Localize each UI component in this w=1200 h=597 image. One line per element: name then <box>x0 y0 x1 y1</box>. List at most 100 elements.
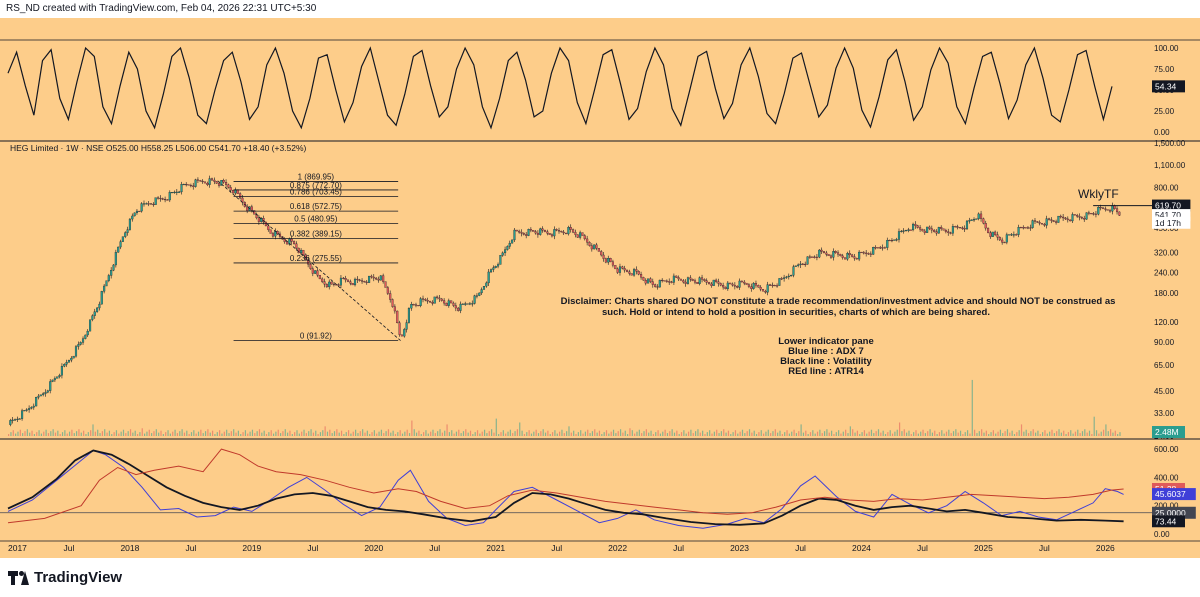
candle-body <box>60 366 63 376</box>
candle-body <box>656 286 659 288</box>
volume-bar <box>929 429 931 436</box>
candle-body <box>841 255 844 258</box>
candle-body <box>961 227 964 229</box>
volume-bar <box>298 433 300 436</box>
candle-body <box>989 232 992 237</box>
volume-bar <box>1079 433 1081 436</box>
candle-body <box>323 281 326 285</box>
candle-body <box>13 419 17 421</box>
candle-body <box>478 292 481 296</box>
candle-body <box>260 217 263 222</box>
candle-body <box>325 284 328 288</box>
volume-bar <box>985 430 987 436</box>
candle-body <box>138 210 141 213</box>
volume-bar <box>26 429 28 436</box>
candle-body <box>607 258 610 263</box>
candle-body <box>321 278 324 282</box>
volume-bar <box>1072 433 1074 436</box>
candle-body <box>161 198 164 200</box>
volume-bar <box>308 431 310 436</box>
volume-bar <box>833 434 835 436</box>
volume-bar <box>873 433 875 436</box>
oscillator-line <box>7 46 1113 130</box>
volume-bar <box>812 430 814 436</box>
price-pane[interactable]: 1,500.001,100.00800.00600.00450.00320.00… <box>0 139 1200 441</box>
volume-bar <box>840 433 842 436</box>
volume-bar <box>852 429 854 436</box>
candle-body <box>572 229 575 233</box>
volume-bar <box>376 433 378 436</box>
candle-body <box>93 311 96 316</box>
candle-body <box>468 303 471 305</box>
fib-level-label: 0.5 (480.95) <box>294 215 337 224</box>
candle-body <box>297 247 300 254</box>
volume-bar <box>952 431 955 436</box>
volume-bar <box>727 430 730 436</box>
time-tick-label: Jul <box>551 543 562 553</box>
volume-bar <box>891 433 894 436</box>
tradingview-logo[interactable]: TradingView <box>8 569 122 586</box>
volume-bar <box>584 431 586 436</box>
candle-body <box>583 235 586 240</box>
volume-bar <box>894 431 896 436</box>
candle-body <box>705 280 708 283</box>
candle-body <box>339 277 342 286</box>
volume-bar <box>791 431 793 436</box>
volume-bar <box>547 430 549 436</box>
candle-body <box>792 266 795 276</box>
volume-bar <box>868 431 870 436</box>
candle-body <box>625 269 629 272</box>
volume-bar <box>664 429 666 436</box>
volume-bar <box>608 433 610 436</box>
fib-level-label: 0.382 (389.15) <box>290 229 342 238</box>
volume-bar <box>305 433 307 436</box>
volume-bar <box>333 431 336 436</box>
candle-body <box>77 344 80 347</box>
candle-body <box>140 203 143 212</box>
candle-body <box>811 256 814 258</box>
volume-bar <box>652 434 654 436</box>
candle-body <box>428 301 432 303</box>
volume-bar <box>120 431 122 436</box>
price-current-label: 1d 17h <box>1155 218 1181 228</box>
candle-body <box>883 247 886 249</box>
candle-body <box>665 280 668 282</box>
time-axis[interactable]: 2017 Jul 2018 Jul 2019 Jul 2020 Jul 2021 Jul 2022 J… <box>8 543 1115 553</box>
candle-body <box>750 286 753 289</box>
candle-body <box>67 359 71 363</box>
candle-body <box>1026 227 1030 229</box>
candle-body <box>757 284 760 288</box>
volume-bar <box>43 431 45 436</box>
candle-body <box>984 223 987 229</box>
candle-body <box>881 247 884 249</box>
candle-body <box>752 283 755 289</box>
volume-bar <box>1020 424 1023 436</box>
volume-bar <box>92 424 94 436</box>
volume-bar <box>303 429 305 436</box>
candle-body <box>982 218 985 224</box>
volume-bar <box>767 429 769 436</box>
candle-body <box>117 246 120 253</box>
volume-bar <box>544 432 547 436</box>
candle-body <box>640 274 643 278</box>
volume-bar <box>45 429 47 436</box>
candle-body <box>569 227 572 230</box>
candle-body <box>107 275 110 281</box>
candle-body <box>904 230 908 232</box>
volume-bar <box>211 430 214 436</box>
candle-body <box>722 285 725 288</box>
candle-body <box>588 242 591 246</box>
symbol-info: HEG Limited · 1W · NSE O525.00 H558.25 L… <box>10 143 307 153</box>
candle-body <box>386 287 389 294</box>
lower-indicator-pane[interactable]: 600.00400.00200.000.0051.2845.603725.000… <box>0 445 1200 542</box>
candle-body <box>65 362 68 365</box>
volume-bar <box>385 431 387 436</box>
candle-body <box>1038 222 1041 224</box>
volume-bar <box>488 431 490 436</box>
volume-bar <box>111 434 113 436</box>
volume-bar <box>610 431 612 436</box>
candle-body <box>743 281 746 284</box>
